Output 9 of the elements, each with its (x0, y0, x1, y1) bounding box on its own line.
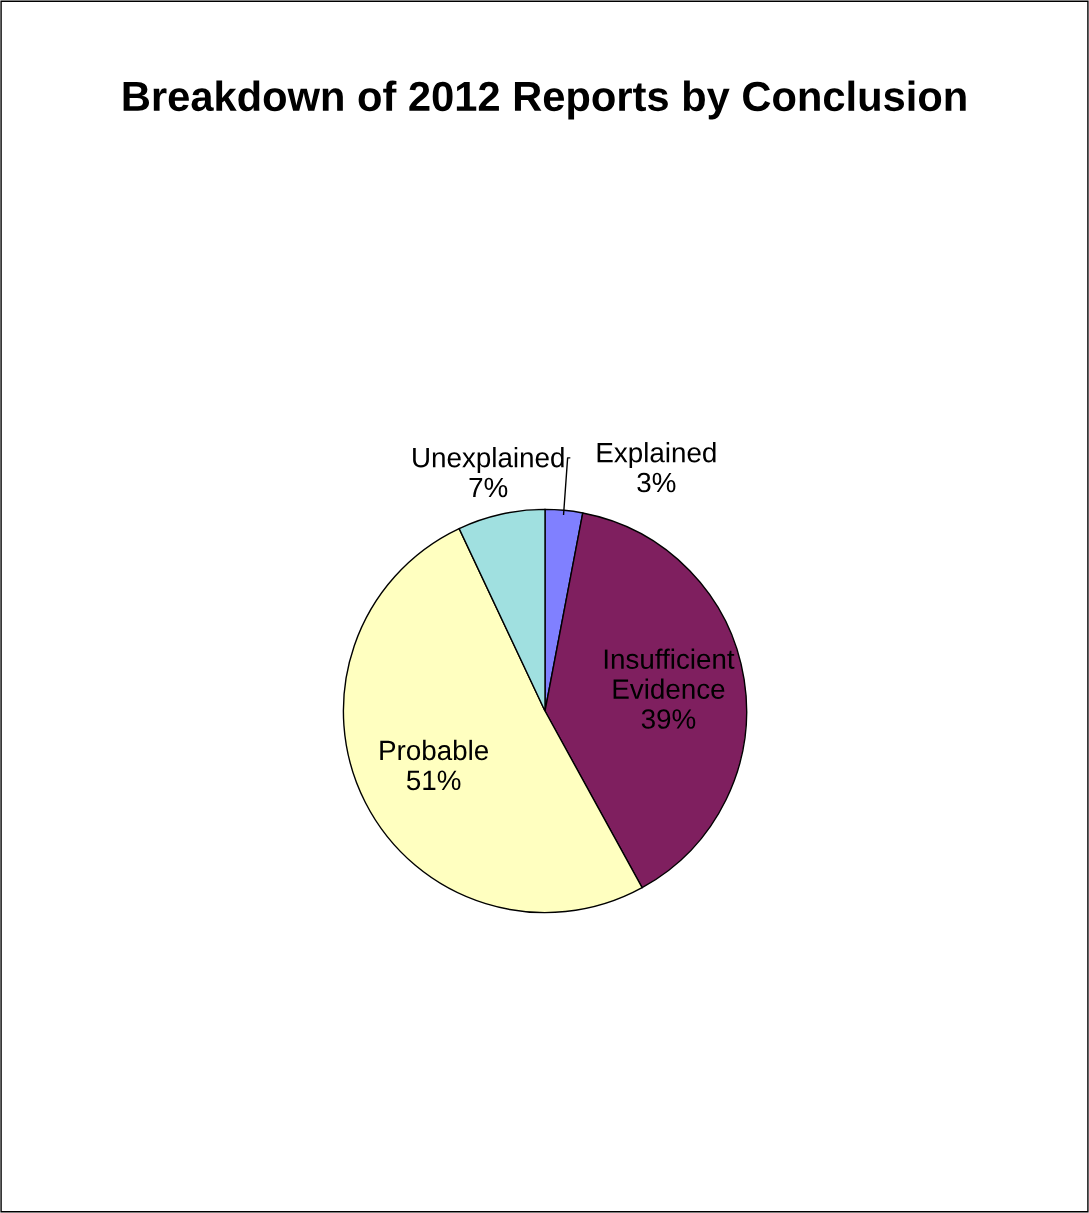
data-label: 51% (406, 770, 461, 791)
data-label: 7% (469, 477, 508, 498)
data-label: 39% (641, 709, 696, 729)
slice-label: Unexplained (413, 447, 564, 473)
slice-label: Explained (597, 442, 716, 468)
slice-label: Probable (380, 739, 488, 761)
slice-label: Insufficient Evidence (604, 648, 735, 699)
chart-title: Breakdown of 2012 Reports by Conclusion (123, 80, 966, 120)
data-label: 3% (637, 472, 676, 493)
